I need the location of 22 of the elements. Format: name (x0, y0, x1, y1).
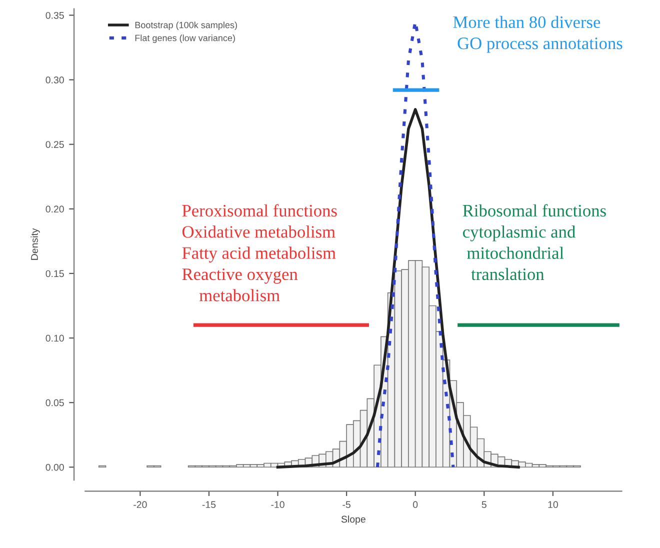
y-tick-label: 0.15 (46, 270, 64, 278)
y-tick-label: 0.00 (46, 464, 64, 471)
y-tick-label: 0.10 (46, 334, 64, 342)
y-tick-label: 0.35 (46, 12, 64, 19)
annotation: More than 80 diverse GO process annotations (453, 16, 622, 53)
y-tick-label: 0.20 (46, 206, 64, 213)
x-tick-label: 10 (548, 501, 558, 508)
annotation: Ribosomal functions cytoplasmic and mitochondrial translation (462, 204, 606, 280)
x-tick-label: -10 (271, 501, 284, 508)
x-tick-label: -15 (202, 501, 216, 508)
y-tick-label: 0.30 (46, 76, 64, 84)
y-tick-label: 0.25 (46, 141, 64, 148)
x-tick-label: -5 (342, 501, 350, 508)
annotation: Peroxisomal functions Oxidative metabolism Fatty acid metabolism Reactive oxygen metabolism (182, 204, 337, 302)
y-axis-title: Density (30, 228, 40, 260)
legend-label: Flat genes (low variance) (135, 34, 235, 43)
x-axis-title: Slope (341, 516, 366, 525)
x-tick-label: 0 (413, 501, 418, 508)
y-tick-label: 0.05 (46, 399, 64, 406)
x-tick-label: 5 (482, 501, 486, 508)
legend-label: Bootstrap (100k samples) (135, 22, 237, 30)
x-tick-label: -20 (134, 501, 147, 508)
